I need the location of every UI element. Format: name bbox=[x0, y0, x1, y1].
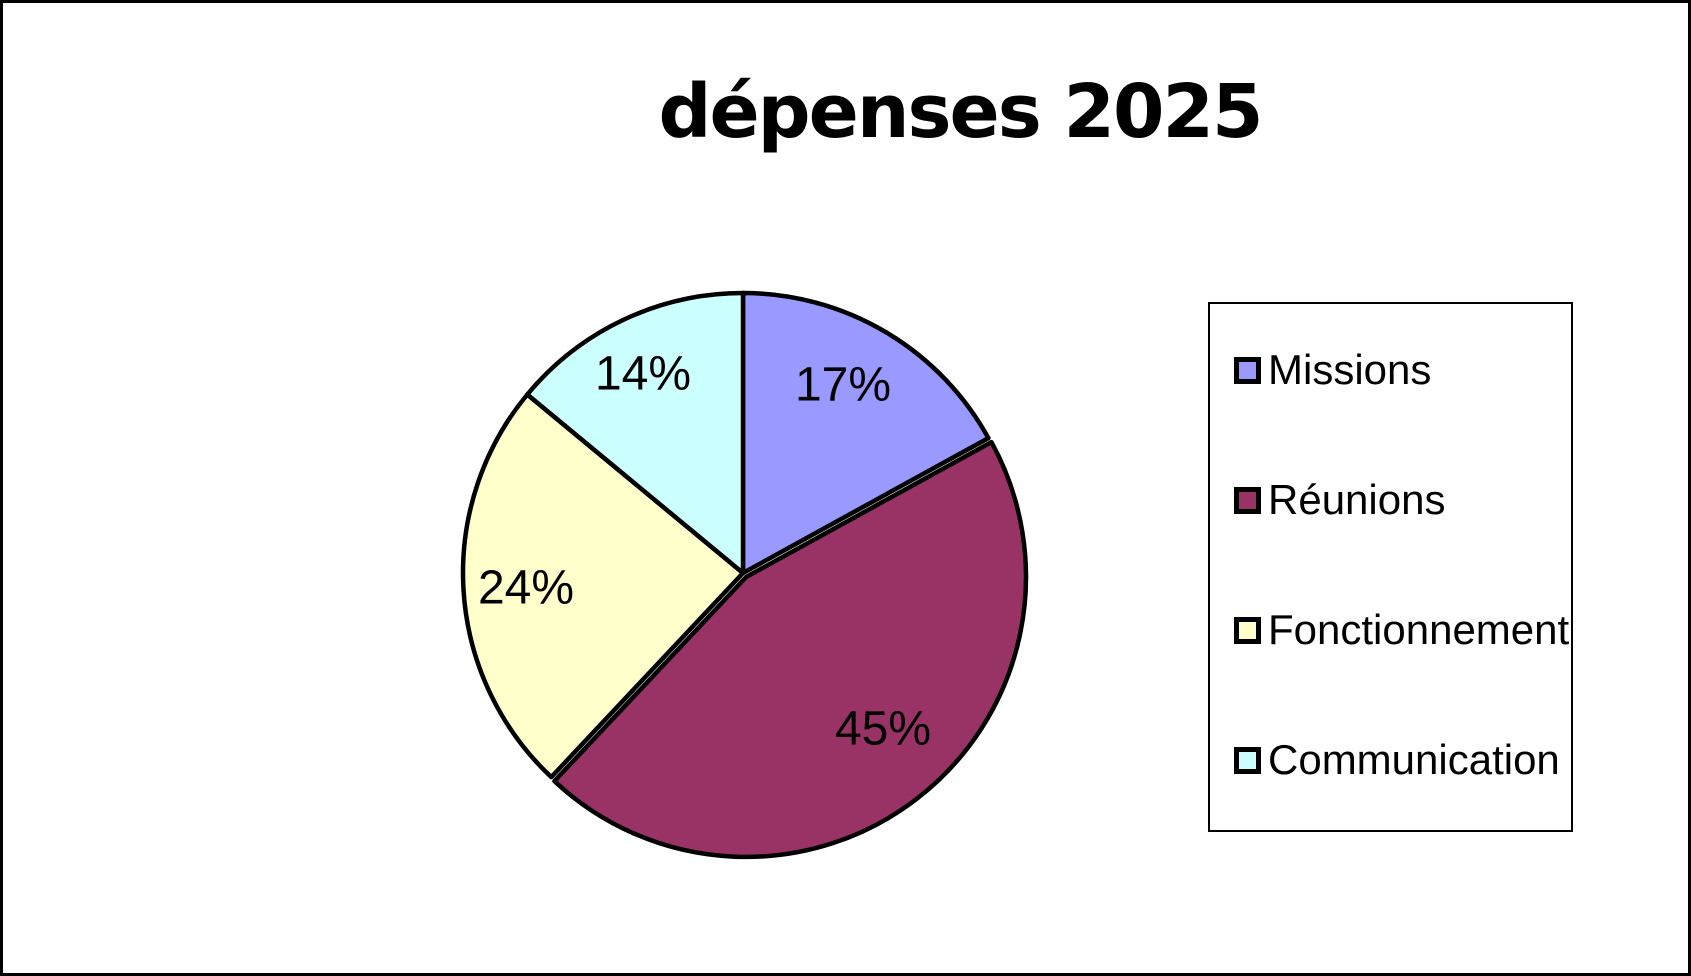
legend-item-communication: Communication bbox=[1234, 736, 1561, 784]
legend-label-reunions: Réunions bbox=[1268, 476, 1446, 523]
pie-label-communication: 14% bbox=[594, 347, 692, 401]
legend-label-communication: Communication bbox=[1268, 736, 1560, 783]
legend-swatch-fonctionnement bbox=[1234, 616, 1261, 644]
pie-label-reunions: 45% bbox=[834, 702, 932, 756]
pie-label-fonctionnement: 24% bbox=[477, 561, 575, 615]
legend-item-fonctionnement: Fonctionnement bbox=[1234, 606, 1569, 654]
legend-swatch-reunions bbox=[1234, 486, 1261, 514]
pie-slice-missions bbox=[740, 290, 991, 576]
pie-label-missions: 17% bbox=[794, 358, 892, 412]
pie-slice-reunions bbox=[552, 439, 1029, 860]
legend-item-reunions: Réunions bbox=[1234, 476, 1561, 524]
pie-slice-fonctionnement bbox=[460, 392, 746, 780]
legend-label-fonctionnement: Fonctionnement bbox=[1268, 606, 1570, 653]
legend-label-missions: Missions bbox=[1268, 346, 1432, 393]
chart-title: dépenses 2025 bbox=[658, 69, 1264, 155]
legend-swatch-missions bbox=[1234, 356, 1261, 384]
legend-item-missions: Missions bbox=[1234, 346, 1561, 394]
legend-swatch-communication bbox=[1234, 746, 1261, 774]
legend-box: Missions Réunions Fonctionnement Communi… bbox=[1208, 302, 1573, 832]
pie-slice-communication bbox=[525, 290, 746, 576]
pie-chart bbox=[460, 290, 1029, 860]
